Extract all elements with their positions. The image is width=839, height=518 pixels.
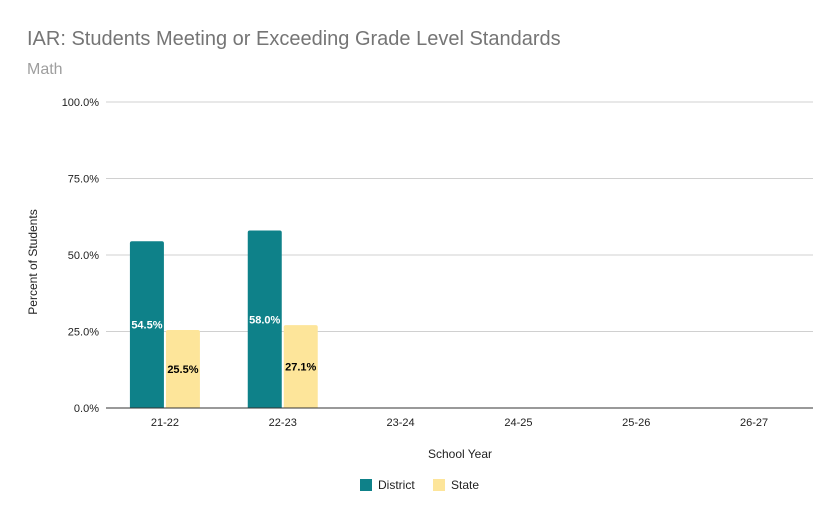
legend-swatch [433, 479, 445, 491]
gridlines [106, 101, 813, 332]
bar-labels: 54.5% 25.5% 58.0% 27.1% [131, 314, 316, 376]
bar-state [283, 325, 318, 408]
y-tick-label: 75.0% [68, 174, 99, 186]
legend-label: District [378, 478, 415, 492]
bars [129, 230, 318, 408]
bar-state [165, 329, 200, 408]
y-tick-label: 0.0% [74, 403, 99, 415]
x-tick-label: 23-24 [387, 417, 415, 429]
legend-swatch [360, 479, 372, 491]
x-axis-label: School Year [428, 447, 492, 461]
chart-subtitle: Math [27, 61, 63, 78]
legend-label: State [451, 478, 479, 492]
x-axis-ticks: 21-22 22-23 23-24 24-25 25-26 26-27 [151, 417, 768, 429]
y-tick-label: 100.0% [62, 97, 100, 109]
y-tick-label: 50.0% [68, 250, 99, 262]
y-axis-ticks: 0.0% 25.0% 50.0% 75.0% 100.0% [62, 97, 100, 415]
x-tick-label: 22-23 [269, 417, 297, 429]
bar-district [247, 230, 282, 408]
y-tick-label: 25.0% [68, 327, 99, 339]
bar-data-label: 58.0% [249, 314, 280, 326]
x-tick-label: 24-25 [504, 417, 532, 429]
bar-district [129, 241, 164, 408]
legend: District State [360, 478, 479, 492]
chart-title: IAR: Students Meeting or Exceeding Grade… [27, 28, 561, 50]
x-tick-label: 25-26 [622, 417, 650, 429]
bar-data-label: 27.1% [285, 362, 316, 374]
bar-data-label: 25.5% [167, 364, 198, 376]
x-tick-label: 26-27 [740, 417, 768, 429]
bar-data-label: 54.5% [131, 320, 162, 332]
y-axis-label: Percent of Students [26, 209, 40, 314]
x-tick-label: 21-22 [151, 417, 179, 429]
